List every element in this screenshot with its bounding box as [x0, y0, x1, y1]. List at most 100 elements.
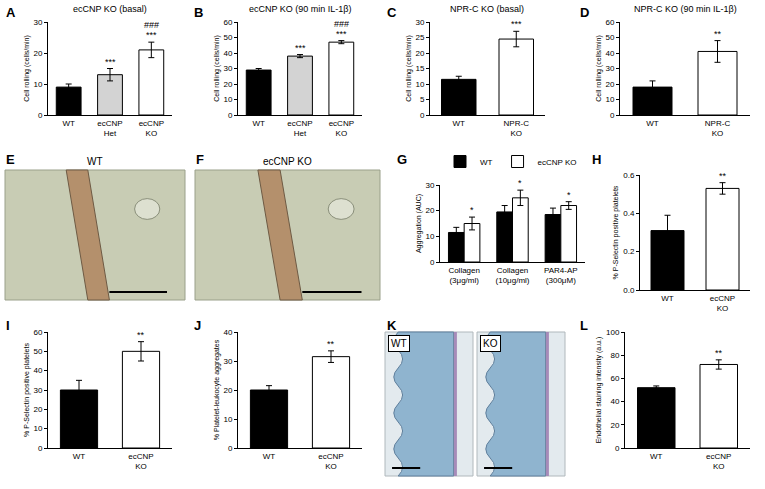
svg-text:30: 30	[33, 18, 42, 27]
svg-text:***: ***	[295, 43, 306, 53]
svg-text:Collagen(3μg/ml): Collagen(3μg/ml)	[448, 266, 480, 285]
svg-text:0: 0	[615, 444, 620, 453]
svg-text:ecCNPKO: ecCNPKO	[128, 452, 153, 471]
svg-text:Aggregation (AUC): Aggregation (AUC)	[415, 194, 423, 253]
svg-text:15: 15	[415, 64, 424, 73]
svg-text:ecCNP KO: ecCNP KO	[538, 158, 577, 167]
svg-text:WT: WT	[646, 119, 659, 128]
svg-text:***: ***	[146, 30, 157, 40]
svg-text:0: 0	[38, 444, 43, 453]
svg-text:20: 20	[33, 49, 42, 58]
svg-text:*: *	[470, 205, 474, 215]
svg-text:20: 20	[605, 80, 614, 89]
svg-text:WT: WT	[252, 119, 265, 128]
svg-text:ecCNPKO: ecCNPKO	[329, 119, 354, 138]
svg-text:ecCNPKO: ecCNPKO	[710, 294, 735, 313]
svg-text:30: 30	[33, 386, 42, 395]
svg-text:I: I	[6, 318, 10, 333]
svg-text:30: 30	[425, 181, 434, 190]
svg-text:20: 20	[223, 80, 232, 89]
svg-text:ecCNPHet: ecCNPHet	[97, 119, 122, 138]
svg-text:NPR-CKO: NPR-CKO	[504, 119, 530, 138]
svg-text:10: 10	[605, 95, 614, 104]
svg-text:30: 30	[223, 357, 232, 366]
svg-text:NPR-CKO: NPR-CKO	[705, 119, 731, 138]
svg-text:ecCNPHet: ecCNPHet	[287, 119, 312, 138]
svg-text:L: L	[580, 318, 588, 333]
svg-text:10: 10	[223, 415, 232, 424]
svg-text:WT: WT	[87, 156, 103, 167]
svg-text:ecCNP KO (basal): ecCNP KO (basal)	[73, 4, 147, 14]
svg-text:60: 60	[223, 18, 232, 27]
svg-text:NPR-C KO (basal): NPR-C KO (basal)	[450, 4, 524, 14]
svg-text:B: B	[194, 5, 203, 20]
svg-text:60: 60	[33, 328, 42, 337]
svg-text:Cell rolling (cells/min): Cell rolling (cells/min)	[595, 35, 603, 102]
svg-text:0: 0	[430, 258, 435, 267]
svg-text:60: 60	[610, 374, 619, 383]
svg-text:WT: WT	[480, 158, 493, 167]
svg-text:WT: WT	[263, 452, 276, 461]
svg-text:***: ***	[511, 19, 522, 29]
svg-text:0: 0	[228, 444, 233, 453]
svg-text:D: D	[580, 5, 589, 20]
svg-text:% P-Selectin positive platelet: % P-Selectin positive platelets	[612, 185, 620, 279]
svg-text:0: 0	[38, 111, 43, 120]
svg-text:60: 60	[605, 18, 614, 27]
svg-text:Cell rolling (cells/min): Cell rolling (cells/min)	[23, 35, 31, 102]
svg-text:10: 10	[33, 424, 42, 433]
svg-text:30: 30	[223, 64, 232, 73]
svg-text:PAR4-AP(300μM): PAR4-AP(300μM)	[544, 266, 578, 285]
svg-text:K: K	[387, 318, 397, 333]
svg-text:0.6: 0.6	[623, 171, 635, 180]
svg-text:0: 0	[228, 111, 233, 120]
svg-text:###: ###	[334, 19, 349, 29]
svg-text:50: 50	[223, 33, 232, 42]
svg-text:ecCNP KO: ecCNP KO	[263, 156, 312, 167]
svg-text:20: 20	[223, 386, 232, 395]
svg-text:80: 80	[610, 351, 619, 360]
svg-text:WT: WT	[453, 119, 466, 128]
svg-text:***: ***	[105, 57, 116, 67]
svg-text:F: F	[196, 152, 204, 167]
svg-text:10: 10	[425, 232, 434, 241]
svg-text:ecCNPKO: ecCNPKO	[318, 452, 343, 471]
svg-text:Collagen(10μg/ml): Collagen(10μg/ml)	[496, 266, 530, 285]
svg-text:**: **	[714, 29, 722, 39]
svg-text:5: 5	[420, 95, 425, 104]
svg-text:40: 40	[605, 49, 614, 58]
svg-text:50: 50	[33, 347, 42, 356]
svg-text:H: H	[592, 152, 601, 167]
svg-text:###: ###	[144, 20, 159, 30]
svg-text:% P-Selectin positive platelet: % P-Selectin positive platelets	[23, 343, 31, 437]
svg-text:10: 10	[415, 80, 424, 89]
svg-text:**: **	[715, 348, 723, 358]
svg-text:30: 30	[605, 64, 614, 73]
svg-text:E: E	[6, 152, 15, 167]
svg-text:20: 20	[33, 405, 42, 414]
svg-text:**: **	[137, 330, 145, 340]
svg-text:0.2: 0.2	[623, 247, 635, 256]
svg-text:***: ***	[336, 29, 347, 39]
svg-text:C: C	[387, 5, 397, 20]
svg-text:0.0: 0.0	[623, 286, 635, 295]
svg-text:20: 20	[415, 49, 424, 58]
svg-text:Cell rolling (cells/min): Cell rolling (cells/min)	[405, 35, 413, 102]
svg-text:ecCNPKO: ecCNPKO	[706, 452, 731, 471]
svg-text:ecCNP KO (90 min IL-1β): ecCNP KO (90 min IL-1β)	[249, 4, 352, 14]
svg-text:40: 40	[223, 328, 232, 337]
svg-text:ecCNPKO: ecCNPKO	[139, 119, 164, 138]
svg-text:*: *	[518, 178, 522, 188]
svg-text:Endothelial staining intensity: Endothelial staining intensity (a.u.)	[595, 337, 603, 444]
svg-text:*: *	[567, 190, 571, 200]
svg-text:20: 20	[425, 206, 434, 215]
svg-text:40: 40	[610, 397, 619, 406]
svg-text:40: 40	[33, 366, 42, 375]
svg-text:0: 0	[420, 111, 425, 120]
svg-text:25: 25	[415, 33, 424, 42]
svg-text:Cell rolling (cells/min): Cell rolling (cells/min)	[213, 35, 221, 102]
svg-text:% Platelet-leukocyte aggregate: % Platelet-leukocyte aggregates	[213, 339, 221, 440]
svg-text:G: G	[397, 152, 407, 167]
svg-text:10: 10	[223, 95, 232, 104]
svg-text:20: 20	[610, 421, 619, 430]
